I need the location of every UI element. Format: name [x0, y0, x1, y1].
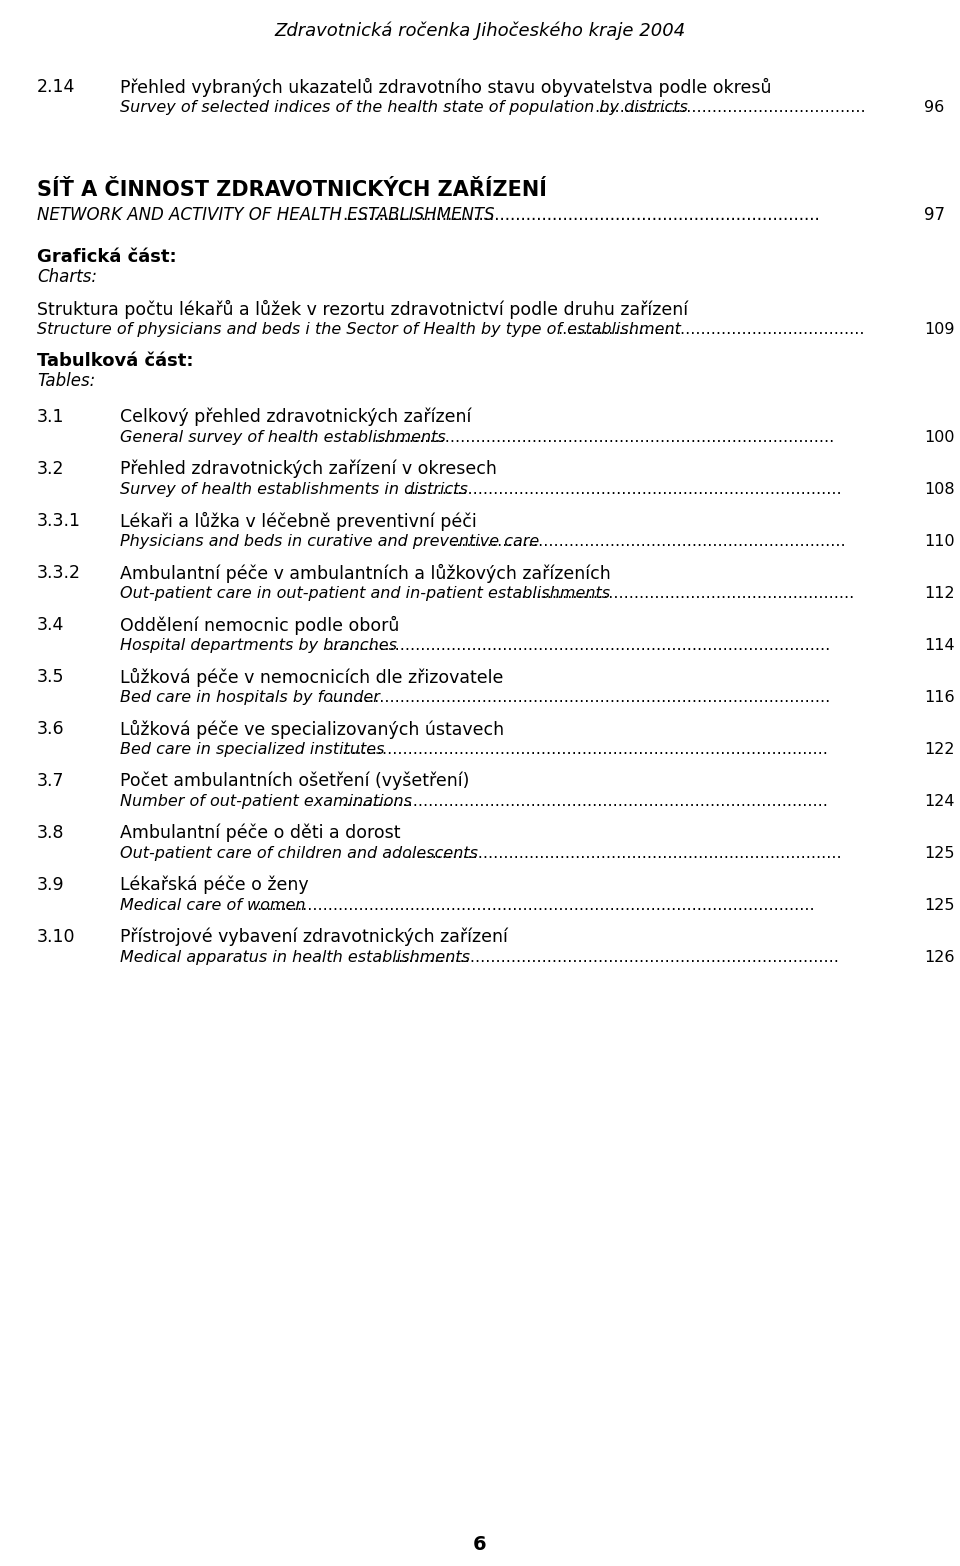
- Text: 126: 126: [924, 951, 954, 965]
- Text: 116: 116: [924, 691, 954, 705]
- Text: Lékaři a lůžka v léčebně preventivní péči: Lékaři a lůžka v léčebně preventivní péč…: [120, 512, 477, 531]
- Text: 97: 97: [924, 207, 945, 224]
- Text: 100: 100: [924, 431, 954, 445]
- Text: 6: 6: [473, 1535, 487, 1553]
- Text: Přehled vybraných ukazatelů zdravotního stavu obyvatelstva podle okresů: Přehled vybraných ukazatelů zdravotního …: [120, 78, 772, 97]
- Text: Medical care of women: Medical care of women: [120, 897, 305, 913]
- Text: Tables:: Tables:: [37, 373, 95, 390]
- Text: Lůžková péče v nemocnicích dle zřizovatele: Lůžková péče v nemocnicích dle zřizovate…: [120, 669, 503, 687]
- Text: 3.8: 3.8: [37, 824, 64, 843]
- Text: 3.10: 3.10: [37, 929, 76, 946]
- Text: SÍŤ A ČINNOST ZDRAVOTNICKÝCH ZAŘÍZENÍ: SÍŤ A ČINNOST ZDRAVOTNICKÝCH ZAŘÍZENÍ: [37, 180, 547, 200]
- Text: 124: 124: [924, 794, 954, 810]
- Text: Tabulková část:: Tabulková část:: [37, 352, 194, 370]
- Text: Out-patient care in out-patient and in-patient establishments: Out-patient care in out-patient and in-p…: [120, 586, 611, 601]
- Text: 3.3.1: 3.3.1: [37, 512, 81, 529]
- Text: ..................................................................: ........................................…: [516, 586, 854, 601]
- Text: 122: 122: [924, 742, 954, 756]
- Text: ................................................................................: ........................................…: [341, 794, 828, 810]
- Text: Lékařská péče o ženy: Lékařská péče o ženy: [120, 875, 308, 894]
- Text: ................................................................................: ........................................…: [328, 637, 830, 653]
- Text: 109: 109: [924, 323, 954, 337]
- Text: Počet ambulantních ošetření (vyšetření): Počet ambulantních ošetření (vyšetření): [120, 772, 469, 791]
- Text: Přehled zdravotnických zařízení v okresech: Přehled zdravotnických zařízení v okrese…: [120, 460, 497, 479]
- Text: ................................................................................: ........................................…: [406, 482, 842, 496]
- Text: .............................................................................: ........................................…: [451, 534, 846, 550]
- Text: 114: 114: [924, 637, 954, 653]
- Text: ................................................................................: ........................................…: [393, 951, 839, 965]
- Text: Přístrojové vybavení zdravotnických zařízení: Přístrojové vybavení zdravotnických zaří…: [120, 929, 508, 946]
- Text: Lůžková péče ve specializovaných ústavech: Lůžková péče ve specializovaných ústavec…: [120, 720, 504, 739]
- Text: 3.6: 3.6: [37, 720, 64, 738]
- Text: Ambulantní péče o děti a dorost: Ambulantní péče o děti a dorost: [120, 824, 400, 843]
- Text: 2.14: 2.14: [37, 78, 76, 96]
- Text: NETWORK AND ACTIVITY OF HEALTH ESTABLISHMENTS: NETWORK AND ACTIVITY OF HEALTH ESTABLISH…: [37, 207, 494, 224]
- Text: 3.1: 3.1: [37, 409, 64, 426]
- Text: Grafická část:: Grafická část:: [37, 247, 177, 266]
- Text: ................................................................................: ........................................…: [373, 431, 834, 445]
- Text: ............................................................: ........................................…: [557, 323, 864, 337]
- Text: ................................................................................: ........................................…: [341, 742, 828, 756]
- Text: 3.9: 3.9: [37, 875, 64, 894]
- Text: ................................................................................: ........................................…: [406, 846, 842, 861]
- Text: 125: 125: [924, 897, 954, 913]
- Text: ................................................................................: ........................................…: [342, 207, 820, 224]
- Text: 112: 112: [924, 586, 954, 601]
- Text: 110: 110: [924, 534, 954, 550]
- Text: .....................................................: ........................................…: [594, 100, 866, 114]
- Text: 96: 96: [924, 100, 945, 114]
- Text: Oddělení nemocnic podle oborů: Oddělení nemocnic podle oborů: [120, 615, 399, 636]
- Text: General survey of health establishments: General survey of health establishments: [120, 431, 445, 445]
- Text: Medical apparatus in health establishments: Medical apparatus in health establishmen…: [120, 951, 470, 965]
- Text: 3.2: 3.2: [37, 460, 64, 478]
- Text: Structure of physicians and beds i the Sector of Health by type of establishment: Structure of physicians and beds i the S…: [37, 323, 681, 337]
- Text: Hospital departments by branches: Hospital departments by branches: [120, 637, 397, 653]
- Text: Number of out-patient examinations: Number of out-patient examinations: [120, 794, 412, 810]
- Text: Charts:: Charts:: [37, 268, 97, 287]
- Text: Survey of health establishments in districts: Survey of health establishments in distr…: [120, 482, 468, 496]
- Text: 3.5: 3.5: [37, 669, 64, 686]
- Text: 3.4: 3.4: [37, 615, 64, 634]
- Text: 125: 125: [924, 846, 954, 861]
- Text: Survey of selected indices of the health state of population by districts: Survey of selected indices of the health…: [120, 100, 688, 114]
- Text: Bed care in hospitals by founder: Bed care in hospitals by founder: [120, 691, 380, 705]
- Text: Ambulantní péče v ambulantních a lůžkových zařízeních: Ambulantní péče v ambulantních a lůžkový…: [120, 564, 611, 583]
- Text: ................................................................................: ........................................…: [256, 897, 815, 913]
- Text: Celkový přehled zdravotnických zařízení: Celkový přehled zdravotnických zařízení: [120, 409, 471, 426]
- Text: Struktura počtu lékařů a lůžek v rezortu zdravotnictví podle druhu zařízení: Struktura počtu lékařů a lůžek v rezortu…: [37, 301, 688, 319]
- Text: Bed care in specialized institutes: Bed care in specialized institutes: [120, 742, 385, 756]
- Text: 108: 108: [924, 482, 954, 496]
- Text: 3.3.2: 3.3.2: [37, 564, 81, 583]
- Text: 3.7: 3.7: [37, 772, 64, 789]
- Text: ................................................................................: ........................................…: [328, 691, 830, 705]
- Text: Out-patient care of children and adolescents: Out-patient care of children and adolesc…: [120, 846, 478, 861]
- Text: Zdravotnická ročenka Jihočeského kraje 2004: Zdravotnická ročenka Jihočeského kraje 2…: [275, 22, 685, 41]
- Text: Physicians and beds in curative and preventive care: Physicians and beds in curative and prev…: [120, 534, 540, 550]
